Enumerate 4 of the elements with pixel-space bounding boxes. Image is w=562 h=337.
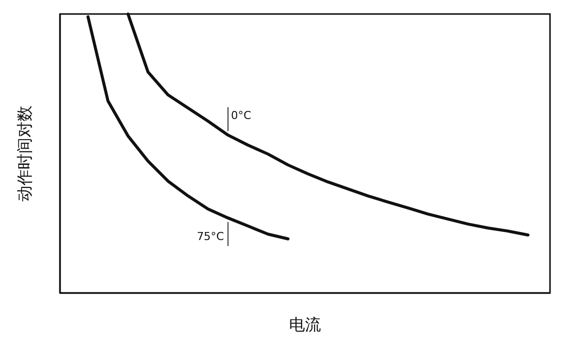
x-axis-title: 电流 (289, 315, 321, 334)
y-axis-title: 动作时间对数 (15, 106, 34, 202)
series-label: 75°C (196, 230, 224, 243)
series-label: 0°C (231, 109, 252, 122)
